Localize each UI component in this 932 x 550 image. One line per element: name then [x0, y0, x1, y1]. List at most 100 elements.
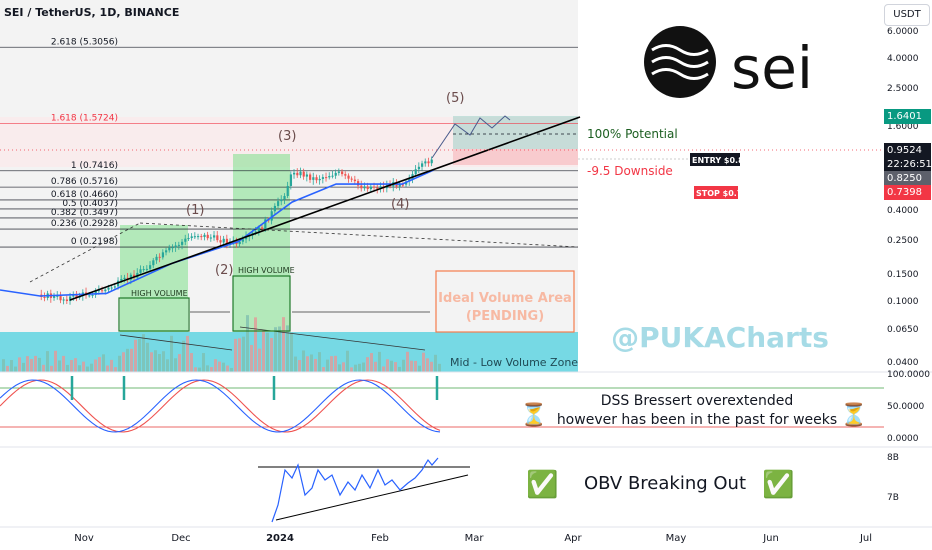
candle	[104, 289, 107, 292]
candle	[309, 174, 312, 180]
candle	[401, 184, 405, 186]
stop-price-badge: 0.7398	[884, 185, 931, 200]
volume-bar	[98, 357, 101, 372]
check-icon: ✅	[762, 469, 794, 500]
volume-bar	[50, 365, 53, 372]
candle	[286, 185, 289, 197]
candle	[350, 178, 353, 180]
symbol-title[interactable]: SEI / TetherUS, 1D, BINANCE	[4, 6, 180, 19]
candle	[241, 239, 245, 242]
fib-label: 0.786 (0.5716)	[51, 177, 118, 187]
candle	[353, 179, 357, 182]
volume-bar	[162, 351, 165, 372]
y-tick-label: 6.0000	[887, 27, 919, 37]
volume-bar	[258, 348, 261, 372]
volume-bar	[82, 361, 85, 372]
volume-bar	[314, 358, 317, 372]
sei-logo-wave	[651, 68, 709, 80]
volume-bar	[366, 357, 369, 372]
volume-bar	[338, 364, 341, 372]
x-tick-label: Jun	[762, 533, 779, 544]
volume-bar	[78, 365, 81, 372]
volume-bar	[430, 361, 433, 372]
obv-line	[271, 457, 439, 523]
candle	[366, 186, 369, 190]
x-tick-label: 2024	[266, 533, 294, 544]
volume-bar	[410, 360, 413, 372]
dashed-line	[139, 222, 579, 248]
volume-bar	[202, 353, 205, 372]
volume-bar	[110, 359, 113, 372]
candle	[296, 172, 299, 176]
volume-bar	[310, 354, 313, 372]
dss-oscillator	[0, 376, 884, 433]
x-tick-label: Apr	[564, 533, 582, 544]
candle	[181, 241, 184, 245]
candle	[280, 199, 283, 202]
candle	[193, 236, 197, 238]
candle	[171, 247, 174, 249]
target-price-badge: 1.6401	[884, 109, 931, 124]
candle	[165, 250, 168, 253]
obv-axis-label: 8B	[887, 453, 899, 463]
y-tick-label: 1.6000	[887, 122, 919, 132]
obv-pane	[258, 457, 470, 523]
candle	[273, 205, 277, 212]
candle	[101, 290, 104, 292]
volume-bar	[418, 365, 421, 372]
volume-bar	[282, 317, 285, 372]
candle	[369, 186, 373, 190]
volume-bar	[434, 354, 437, 372]
volume-bar	[346, 350, 349, 372]
dashed-line	[29, 222, 141, 283]
volume-bar	[226, 365, 229, 372]
candle	[334, 172, 337, 176]
candle	[88, 295, 91, 297]
volume-bar	[234, 338, 237, 372]
candle	[184, 238, 187, 242]
volume-bar	[158, 353, 161, 372]
volume-bar	[222, 362, 225, 372]
candle	[283, 196, 286, 200]
candle	[145, 268, 149, 270]
volume-bar	[90, 363, 93, 372]
volume-bar	[290, 332, 293, 372]
candle	[69, 296, 72, 302]
y-tick-label: 0.2500	[887, 236, 919, 246]
volume-bar	[10, 360, 13, 372]
volume-bar	[374, 361, 377, 372]
candle	[197, 236, 200, 238]
candle	[325, 177, 328, 179]
volume-bar	[402, 359, 405, 372]
y-tick-label: 0.0650	[887, 325, 919, 335]
volume-bar	[198, 367, 201, 372]
x-tick-label: Mar	[465, 533, 485, 544]
arrow-line	[119, 334, 233, 351]
candle	[424, 161, 427, 164]
y-tick-label: 0.1000	[887, 297, 919, 307]
currency-button[interactable]: USDT	[884, 4, 930, 26]
candle	[360, 185, 363, 189]
axes: 6.00004.00002.50001.60001.00000.65000.40…	[0, 27, 932, 544]
volume-bar	[246, 315, 249, 372]
volume-bar	[238, 338, 241, 372]
volume-bar	[94, 359, 97, 372]
candle	[321, 177, 325, 179]
volume-bar	[230, 367, 233, 372]
candle	[379, 186, 382, 189]
hourglass-icon: ⏳	[520, 402, 547, 428]
candle	[120, 279, 123, 281]
wave-label-3: (3)	[278, 129, 296, 144]
candle	[110, 287, 113, 289]
candle	[174, 245, 177, 248]
candle	[373, 186, 376, 188]
volume-bar	[86, 366, 89, 372]
y-tick-label: 0.4000	[887, 206, 919, 216]
candle	[254, 231, 257, 233]
volume-bar	[170, 335, 173, 372]
fib-label: 0 (0.2198)	[71, 237, 118, 247]
candle	[113, 286, 117, 288]
volume-bar	[70, 359, 73, 372]
wave-label-1: (1)	[186, 203, 204, 218]
volume-bar	[438, 363, 441, 372]
